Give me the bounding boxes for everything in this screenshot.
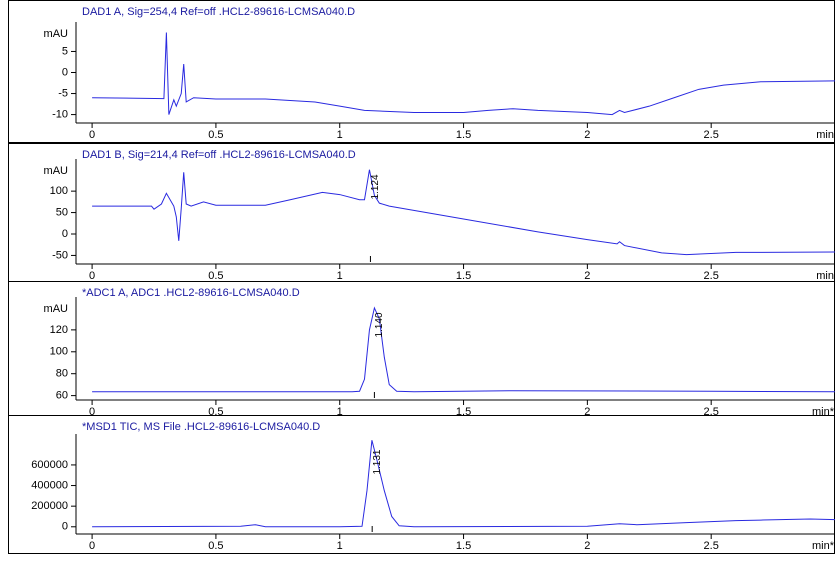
panel-frame <box>8 281 835 416</box>
panel-title: *ADC1 A, ADC1 .HCL2-89616-LCMSA040.D <box>82 287 300 299</box>
x-axis-label: min <box>816 270 834 282</box>
x-axis-label: min <box>816 129 834 141</box>
y-tick-label: -10 <box>52 108 68 120</box>
peak-label: 1.124 <box>370 174 381 199</box>
signal-line <box>92 169 836 256</box>
y-tick-label: 200000 <box>31 500 68 512</box>
y-tick-label: 0 <box>62 521 68 533</box>
x-tick-label: 0.5 <box>208 406 223 418</box>
panel-frame <box>8 0 835 143</box>
x-tick-label: 1.5 <box>456 406 471 418</box>
signal-line <box>92 32 836 116</box>
panel-frame <box>8 143 835 282</box>
x-tick-label: 1.5 <box>456 540 471 552</box>
x-tick-label: 1 <box>337 129 343 141</box>
x-tick-label: 1 <box>337 540 343 552</box>
y-axis-label: mAU <box>44 28 69 40</box>
y-tick-label: 100 <box>50 185 68 197</box>
x-tick-label: 1 <box>337 406 343 418</box>
chart-panel: DAD1 B, Sig=214,4 Ref=off .HCL2-89616-LC… <box>8 143 836 282</box>
panel-title: DAD1 B, Sig=214,4 Ref=off .HCL2-89616-LC… <box>82 149 356 161</box>
x-tick-label: 1 <box>337 270 343 282</box>
y-axis-label: mAU <box>44 303 69 315</box>
y-tick-label: 80 <box>56 368 68 380</box>
y-tick-label: 400000 <box>31 479 68 491</box>
signal-line <box>92 306 836 393</box>
peak-label: 1.140 <box>374 312 385 337</box>
x-tick-label: 2 <box>584 129 590 141</box>
chart-panel: DAD1 A, Sig=254,4 Ref=off .HCL2-89616-LC… <box>8 0 836 143</box>
x-tick-label: 0 <box>89 406 95 418</box>
peak-label: 1.131 <box>372 449 383 474</box>
y-tick-label: 0 <box>62 66 68 78</box>
y-tick-label: 60 <box>56 390 68 402</box>
x-tick-label: 2 <box>584 540 590 552</box>
x-tick-label: 2.5 <box>704 540 719 552</box>
x-tick-label: 0.5 <box>208 129 223 141</box>
x-axis-label: min* <box>812 540 835 552</box>
x-tick-label: 2.5 <box>704 129 719 141</box>
y-tick-label: 0 <box>62 228 68 240</box>
panel-frame <box>8 415 835 554</box>
y-axis-label: mAU <box>44 165 69 177</box>
x-axis-label: min* <box>812 406 835 418</box>
panel-title: DAD1 A, Sig=254,4 Ref=off .HCL2-89616-LC… <box>82 6 355 18</box>
y-tick-label: 5 <box>62 45 68 57</box>
y-tick-label: -5 <box>58 87 68 99</box>
x-tick-label: 0 <box>89 540 95 552</box>
x-tick-label: 0.5 <box>208 270 223 282</box>
x-tick-label: 1.5 <box>456 129 471 141</box>
x-tick-label: 2 <box>584 270 590 282</box>
y-tick-label: 50 <box>56 206 68 218</box>
x-tick-label: 2 <box>584 406 590 418</box>
y-tick-label: -50 <box>52 249 68 261</box>
x-tick-label: 2.5 <box>704 406 719 418</box>
x-tick-label: 0 <box>89 270 95 282</box>
x-tick-label: 0.5 <box>208 540 223 552</box>
x-tick-label: 2.5 <box>704 270 719 282</box>
y-tick-label: 120 <box>50 324 68 336</box>
signal-line <box>92 440 836 528</box>
panel-title: *MSD1 TIC, MS File .HCL2-89616-LCMSA040.… <box>82 421 320 433</box>
chart-panel: *ADC1 A, ADC1 .HCL2-89616-LCMSA040.D mAU m… <box>8 281 836 418</box>
chart-panel: *MSD1 TIC, MS File .HCL2-89616-LCMSA040.… <box>8 415 836 554</box>
x-tick-label: 1.5 <box>456 270 471 282</box>
y-tick-label: 100 <box>50 346 68 358</box>
x-tick-label: 0 <box>89 129 95 141</box>
y-tick-label: 600000 <box>31 459 68 471</box>
